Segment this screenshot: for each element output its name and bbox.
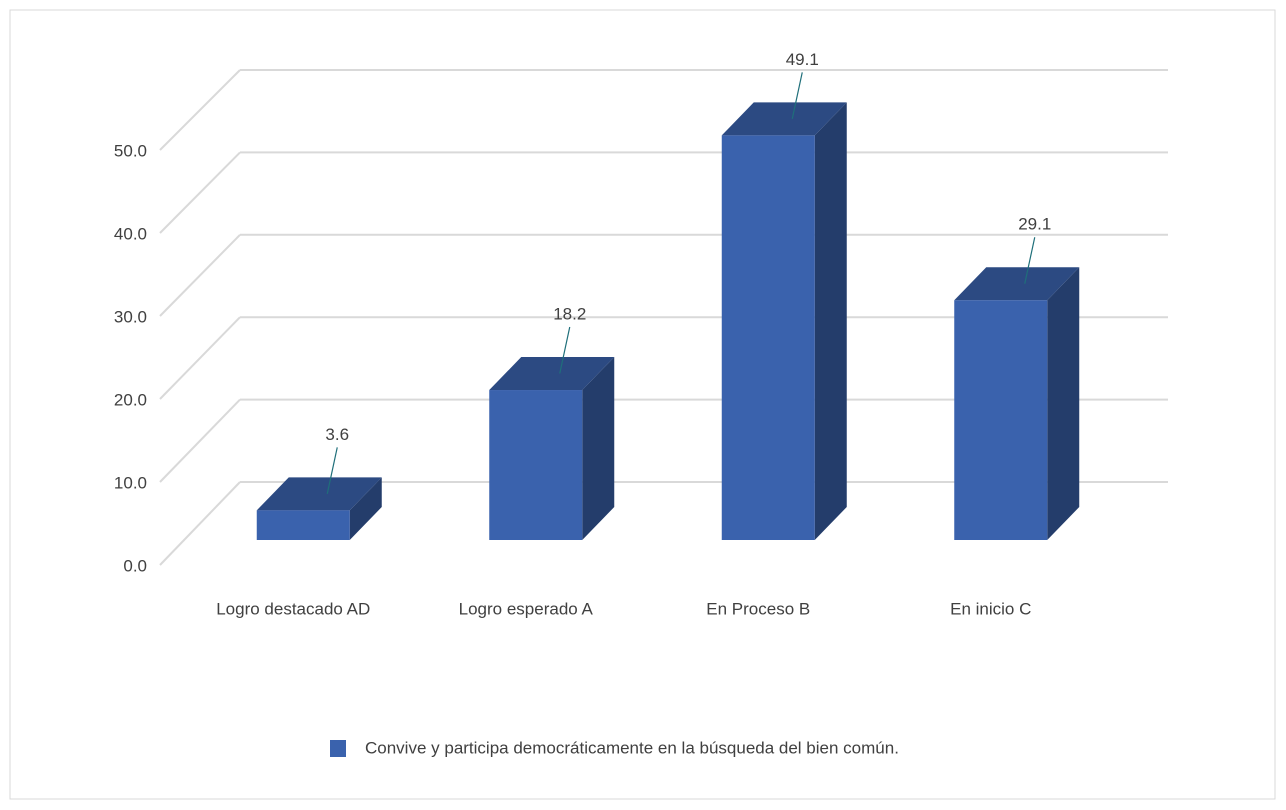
x-tick-label: En inicio C bbox=[950, 599, 1031, 618]
grid-line bbox=[159, 316, 241, 400]
y-tick-label: 20.0 bbox=[114, 390, 147, 409]
leader-line bbox=[791, 72, 803, 120]
bar-side bbox=[582, 357, 615, 540]
data-label: 29.1 bbox=[1018, 215, 1051, 234]
data-label: 3.6 bbox=[325, 425, 349, 444]
bar bbox=[489, 390, 583, 540]
chart-frame bbox=[9, 9, 1276, 800]
bar bbox=[721, 135, 815, 540]
bar-top bbox=[954, 267, 1080, 301]
bar bbox=[954, 300, 1048, 540]
x-tick-label: Logro destacado AD bbox=[216, 599, 370, 618]
data-label: 49.1 bbox=[786, 50, 819, 69]
leader-line bbox=[1024, 237, 1036, 284]
y-tick-label: 50.0 bbox=[114, 141, 147, 160]
grid-line bbox=[159, 234, 241, 317]
bar-side bbox=[349, 477, 382, 540]
x-tick-label: Logro esperado A bbox=[459, 599, 594, 618]
y-tick-label: 30.0 bbox=[114, 307, 147, 326]
grid-line bbox=[159, 69, 241, 151]
leader-line bbox=[559, 326, 571, 374]
bar-side bbox=[1047, 267, 1080, 540]
legend-label: Convive y participa democráticamente en … bbox=[365, 738, 899, 757]
legend-swatch bbox=[330, 740, 346, 757]
x-tick-label: En Proceso B bbox=[706, 599, 810, 618]
bar-top bbox=[489, 357, 615, 391]
data-label: 18.2 bbox=[553, 305, 586, 324]
y-tick-label: 10.0 bbox=[114, 473, 147, 492]
bar bbox=[256, 510, 350, 540]
grid-line bbox=[159, 398, 241, 483]
y-tick-label: 0.0 bbox=[123, 556, 147, 575]
y-tick-label: 40.0 bbox=[114, 224, 147, 243]
leader-line bbox=[326, 447, 338, 494]
grid-line bbox=[159, 151, 241, 234]
bar-top bbox=[721, 102, 847, 136]
bar-top bbox=[256, 477, 382, 511]
bar-side bbox=[814, 102, 847, 540]
grid-line bbox=[159, 481, 241, 566]
